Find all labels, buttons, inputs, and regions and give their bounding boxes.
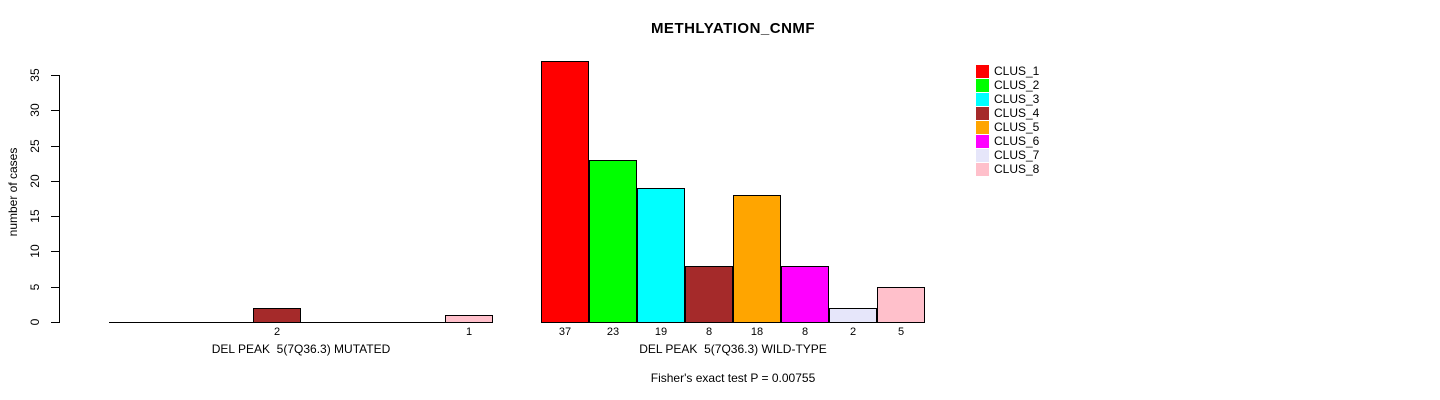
legend-swatch — [976, 149, 989, 162]
bar-clus_2 — [589, 160, 637, 323]
bar-value-label: 37 — [558, 326, 572, 338]
y-axis-tick — [51, 181, 59, 182]
legend-item: CLUS_3 — [976, 92, 1056, 107]
legend-swatch — [976, 93, 989, 106]
legend-swatch — [976, 79, 989, 92]
bar-clus_4 — [685, 266, 733, 323]
legend-swatch — [976, 135, 989, 148]
y-axis-tick-label: 20 — [28, 174, 42, 188]
legend-label: CLUS_7 — [994, 148, 1040, 162]
bar-clus_8 — [877, 287, 925, 323]
bar-clus_4 — [253, 308, 301, 323]
legend-label: CLUS_5 — [994, 120, 1040, 134]
legend-item: CLUS_8 — [976, 162, 1056, 177]
y-axis-title: number of cases — [6, 147, 20, 237]
y-axis-tick-label: 30 — [28, 103, 42, 117]
y-axis-tick — [51, 322, 59, 323]
legend-swatch — [976, 107, 989, 120]
legend-item: CLUS_4 — [976, 106, 1056, 121]
y-axis-tick-label: 5 — [28, 283, 42, 291]
bar-value-label: 2 — [273, 326, 281, 338]
y-axis-tick-label: 0 — [28, 318, 42, 326]
bar-value-label: 5 — [897, 326, 905, 338]
y-axis-tick — [51, 146, 59, 147]
y-axis-tick-label: 25 — [28, 139, 42, 153]
bar-value-label: 19 — [654, 326, 668, 338]
bar-value-label: 1 — [465, 326, 473, 338]
legend-swatch — [976, 163, 989, 176]
bar-clus_7 — [829, 308, 877, 323]
group-label-mutated: DEL PEAK 5(7Q36.3) MUTATED — [211, 342, 391, 356]
bar-clus_5 — [733, 195, 781, 323]
y-axis-tick — [51, 110, 59, 111]
legend-item: CLUS_7 — [976, 148, 1056, 163]
legend-item: CLUS_6 — [976, 134, 1056, 149]
y-axis-tick — [51, 251, 59, 252]
bar-clus_6 — [781, 266, 829, 323]
legend-item: CLUS_5 — [976, 120, 1056, 135]
bar-value-label: 2 — [849, 326, 857, 338]
bar-clus_8 — [445, 315, 493, 323]
y-axis-line — [59, 75, 60, 323]
bar-value-label: 23 — [606, 326, 620, 338]
y-axis-tick-label: 15 — [28, 209, 42, 223]
bar-value-label: 8 — [705, 326, 713, 338]
legend-label: CLUS_3 — [994, 92, 1040, 106]
bar-value-label: 8 — [801, 326, 809, 338]
legend-label: CLUS_2 — [994, 78, 1040, 92]
y-axis-tick — [51, 216, 59, 217]
y-axis-tick — [51, 287, 59, 288]
legend-item: CLUS_1 — [976, 64, 1056, 79]
fisher-test-label: Fisher's exact test P = 0.00755 — [650, 371, 816, 385]
bar-clus_1 — [541, 61, 589, 323]
legend-swatch — [976, 121, 989, 134]
legend-label: CLUS_1 — [994, 64, 1040, 78]
legend-label: CLUS_6 — [994, 134, 1040, 148]
y-axis-tick — [51, 75, 59, 76]
legend-label: CLUS_4 — [994, 106, 1040, 120]
legend-item: CLUS_2 — [976, 78, 1056, 93]
bar-clus_3 — [637, 188, 685, 323]
group-baseline — [109, 322, 493, 323]
y-axis-tick-label: 10 — [28, 244, 42, 258]
group-label-wild-type: DEL PEAK 5(7Q36.3) WILD-TYPE — [639, 342, 827, 356]
chart-title: METHLYATION_CNMF — [650, 20, 816, 37]
bar-value-label: 18 — [750, 326, 764, 338]
legend-label: CLUS_8 — [994, 162, 1040, 176]
y-axis-tick-label: 35 — [28, 68, 42, 82]
legend-swatch — [976, 65, 989, 78]
